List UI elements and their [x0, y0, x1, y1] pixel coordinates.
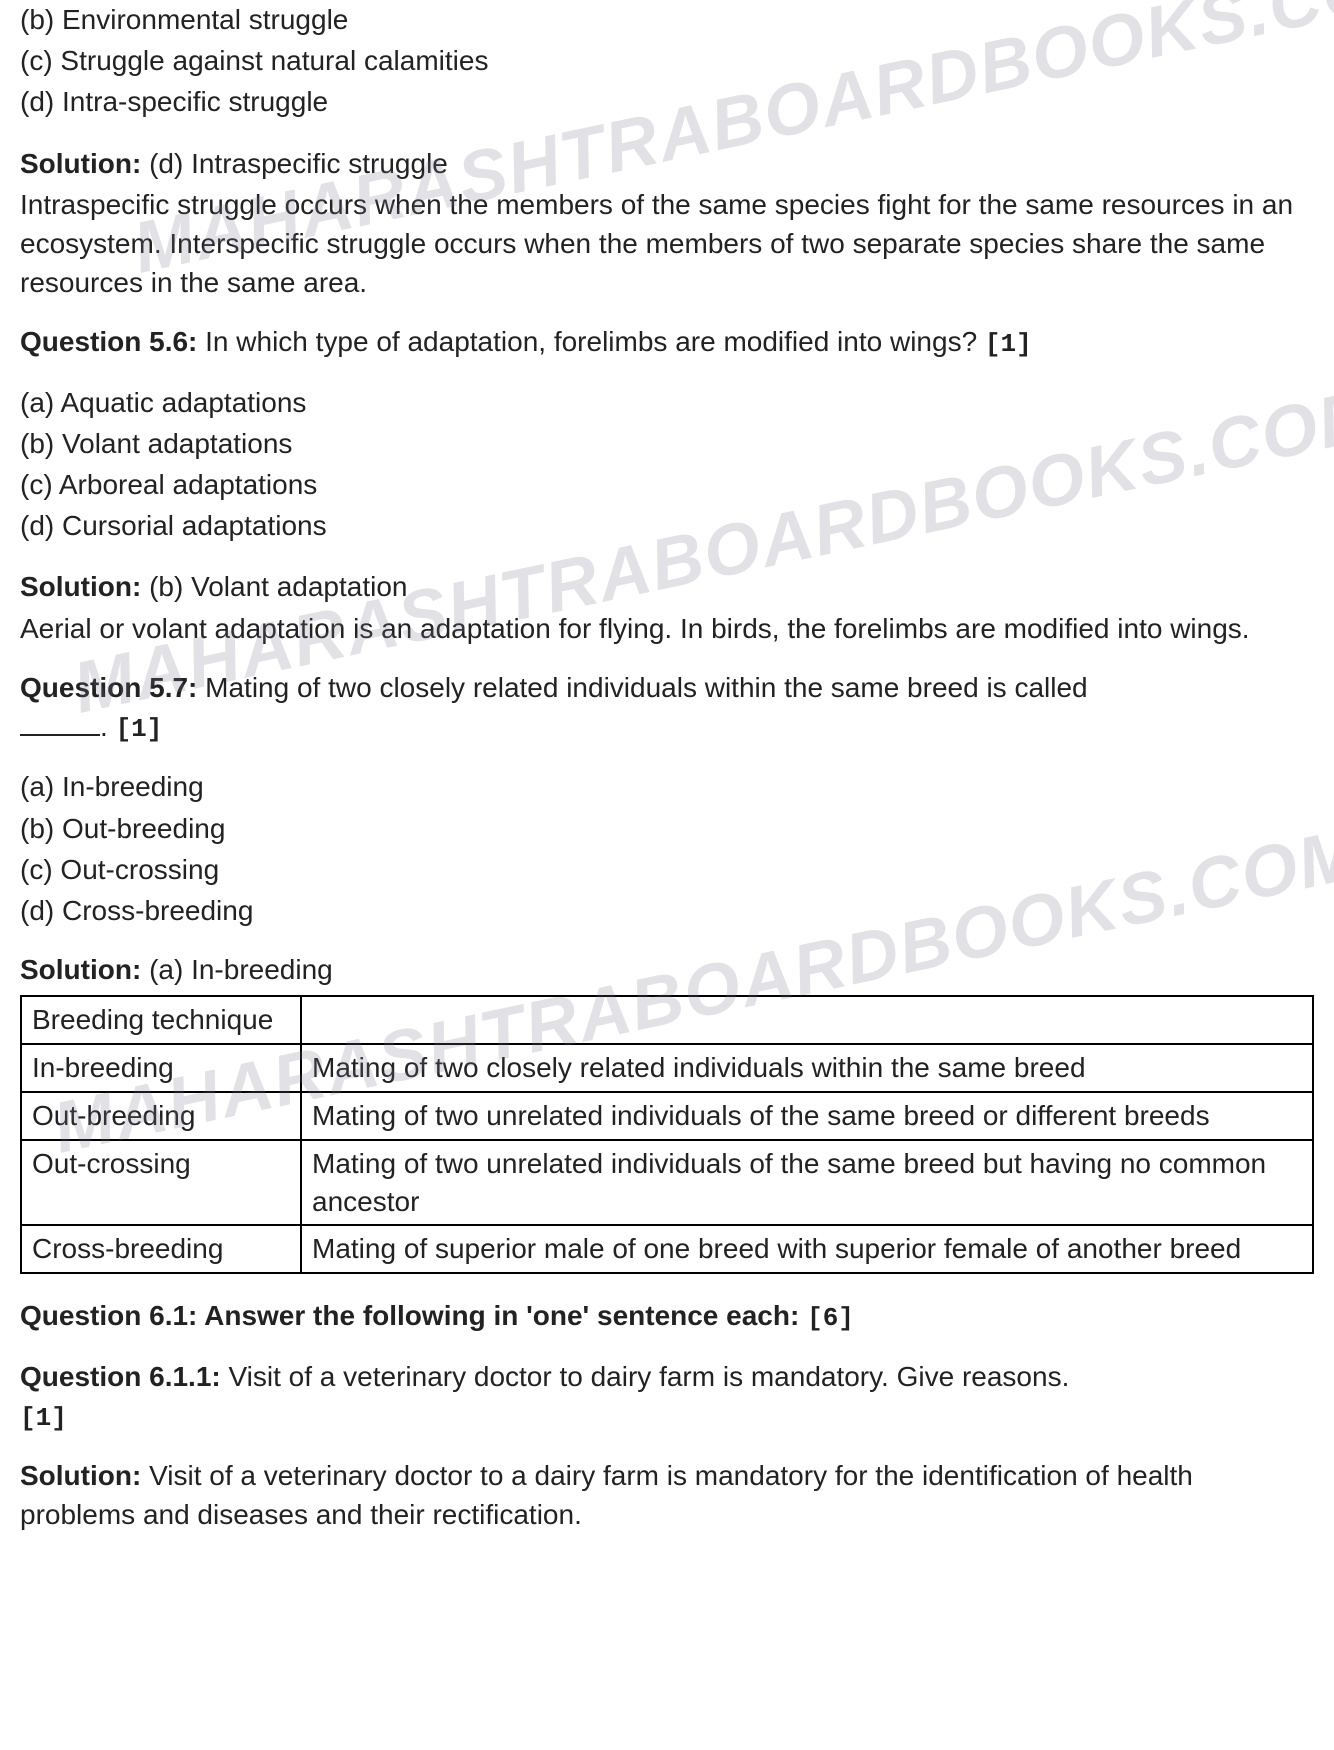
q611-marks: [1]: [20, 1403, 67, 1433]
q56-label: Question 5.6:: [20, 326, 197, 357]
q61-marks: [6]: [807, 1303, 854, 1333]
q57-solution-answer: (a) In-breeding: [141, 954, 332, 985]
q611-text: Visit of a veterinary doctor to dairy fa…: [221, 1361, 1070, 1392]
q57-stem: Question 5.7: Mating of two closely rela…: [20, 668, 1314, 748]
table-cell: Mating of two unrelated individuals of t…: [301, 1140, 1313, 1226]
table-header-col2: [301, 996, 1313, 1044]
q57-option-d: (d) Cross-breeding: [20, 891, 1314, 930]
q55-option-d: (d) Intra-specific struggle: [20, 82, 1314, 121]
q61-stem: Question 6.1: Answer the following in 'o…: [20, 1296, 1314, 1336]
q55-solution-line: Solution: (d) Intraspecific struggle: [20, 144, 1314, 183]
q57-option-a: (a) In-breeding: [20, 767, 1314, 806]
table-cell: Mating of two closely related individual…: [301, 1044, 1313, 1092]
table-cell: Cross-breeding: [21, 1225, 301, 1273]
q56-option-b: (b) Volant adaptations: [20, 424, 1314, 463]
q56-text: In which type of adaptation, forelimbs a…: [197, 326, 985, 357]
q55-solution-answer: (d) Intraspecific struggle: [141, 148, 448, 179]
q611-solution-text: Visit of a veterinary doctor to a dairy …: [20, 1460, 1193, 1530]
q56-solution-answer: (b) Volant adaptation: [141, 571, 407, 602]
q61-text: Answer the following in 'one' sentence e…: [197, 1300, 807, 1331]
table-cell: Out-breeding: [21, 1092, 301, 1140]
q56-option-a: (a) Aquatic adaptations: [20, 383, 1314, 422]
q56-marks: [1]: [985, 329, 1032, 359]
solution-label: Solution:: [20, 571, 141, 602]
q56-option-d: (d) Cursorial adaptations: [20, 506, 1314, 545]
table-cell: Mating of two unrelated individuals of t…: [301, 1092, 1313, 1140]
table-cell: In-breeding: [21, 1044, 301, 1092]
table-row: Out-breeding Mating of two unrelated ind…: [21, 1092, 1313, 1140]
q56-solution-explanation: Aerial or volant adaptation is an adapta…: [20, 609, 1314, 648]
q57-option-c: (c) Out-crossing: [20, 850, 1314, 889]
q56-solution-line: Solution: (b) Volant adaptation: [20, 567, 1314, 606]
q56-option-c: (c) Arboreal adaptations: [20, 465, 1314, 504]
table-header-col1: Breeding technique: [21, 996, 301, 1044]
q57-label: Question 5.7:: [20, 672, 197, 703]
q57-solution-line: Solution: (a) In-breeding: [20, 950, 1314, 989]
q57-marks: [1]: [116, 714, 163, 744]
q55-solution-explanation: Intraspecific struggle occurs when the m…: [20, 185, 1314, 303]
table-cell: Mating of superior male of one breed wit…: [301, 1225, 1313, 1273]
q57-text-after: .: [100, 711, 116, 742]
q611-stem: Question 6.1.1: Visit of a veterinary do…: [20, 1357, 1314, 1437]
table-row: Breeding technique: [21, 996, 1313, 1044]
solution-label: Solution:: [20, 954, 141, 985]
table-row: Out-crossing Mating of two unrelated ind…: [21, 1140, 1313, 1226]
q57-option-b: (b) Out-breeding: [20, 809, 1314, 848]
q55-option-b: (b) Environmental struggle: [20, 0, 1314, 39]
q611-solution: Solution: Visit of a veterinary doctor t…: [20, 1456, 1314, 1534]
q57-text-before: Mating of two closely related individual…: [197, 672, 1087, 703]
table-cell: Out-crossing: [21, 1140, 301, 1226]
table-row: Cross-breeding Mating of superior male o…: [21, 1225, 1313, 1273]
q56-stem: Question 5.6: In which type of adaptatio…: [20, 322, 1314, 362]
q611-label: Question 6.1.1:: [20, 1361, 221, 1392]
breeding-table: Breeding technique In-breeding Mating of…: [20, 995, 1314, 1274]
q61-label: Question 6.1:: [20, 1300, 197, 1331]
fill-blank: [20, 734, 100, 736]
q55-option-c: (c) Struggle against natural calamities: [20, 41, 1314, 80]
solution-label: Solution:: [20, 148, 141, 179]
solution-label: Solution:: [20, 1460, 141, 1491]
page-container: MAHARASHTRABOARDBOOKS.COM MAHARASHTRABOA…: [0, 0, 1334, 1554]
table-row: In-breeding Mating of two closely relate…: [21, 1044, 1313, 1092]
